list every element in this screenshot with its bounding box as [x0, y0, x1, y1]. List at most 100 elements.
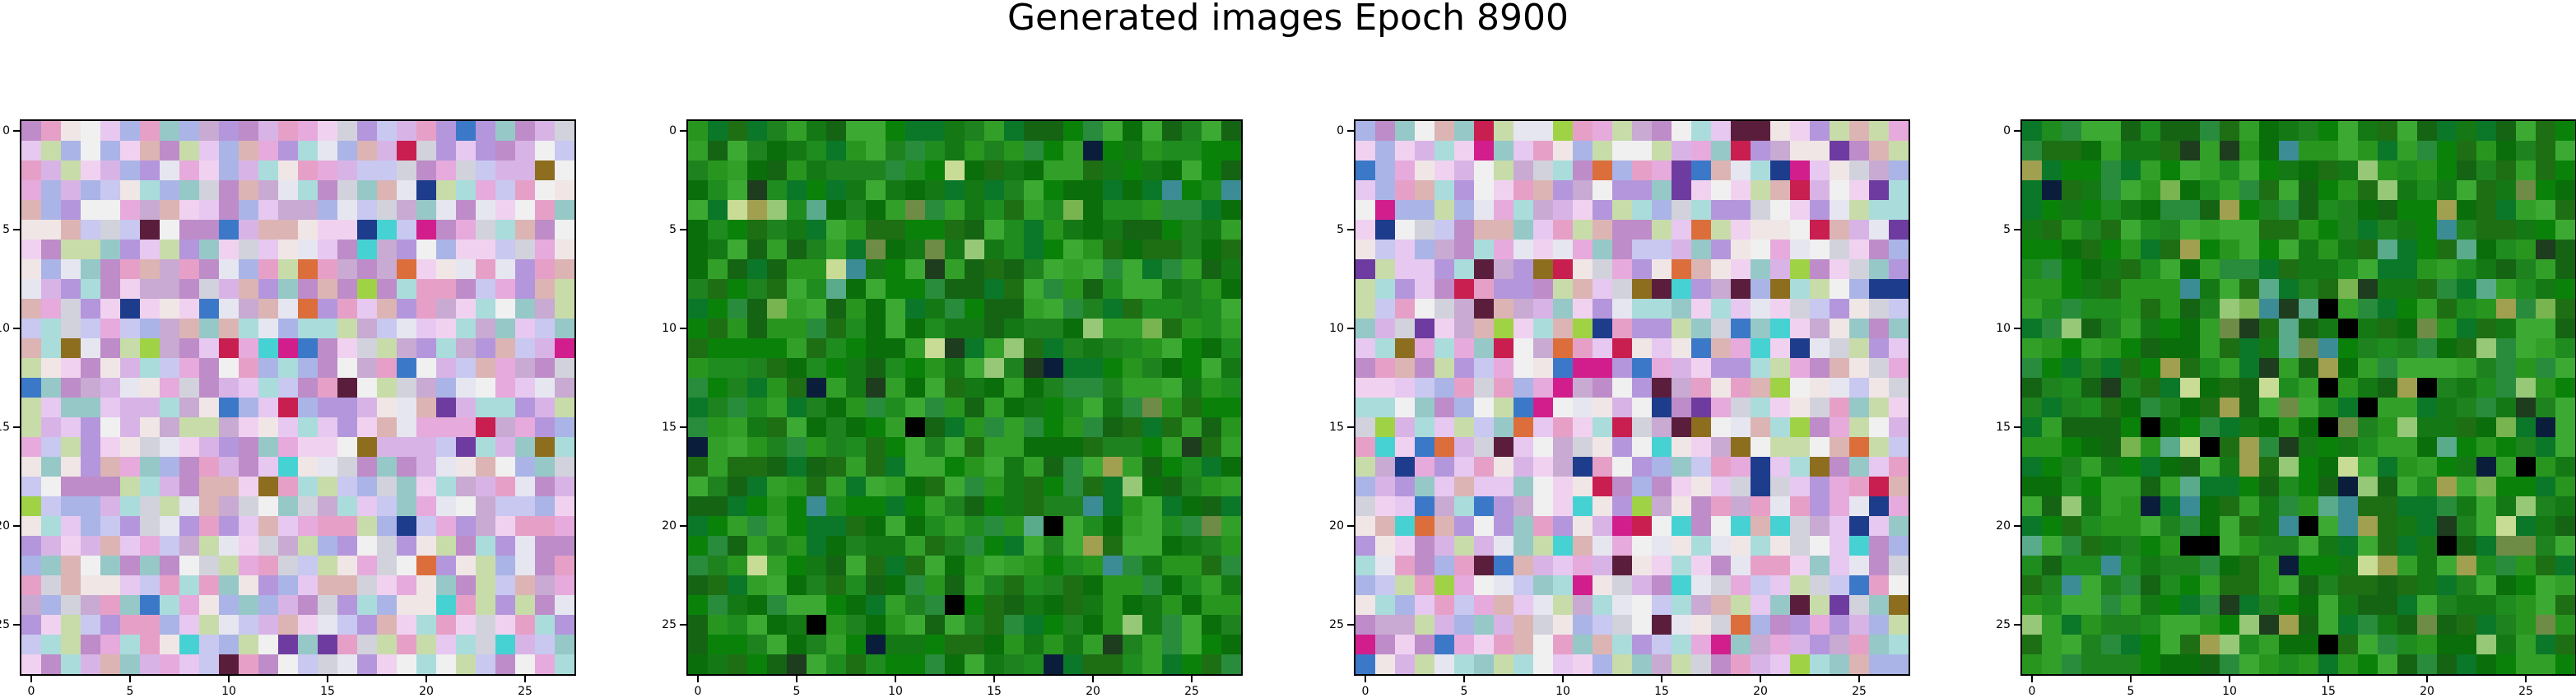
image-pixel [846, 299, 867, 319]
image-pixel [2101, 180, 2122, 201]
image-pixel [1024, 556, 1044, 576]
image-pixel [905, 161, 926, 181]
image-pixel [160, 240, 180, 260]
image-pixel [2081, 141, 2102, 161]
image-pixel [1162, 575, 1183, 596]
image-pixel [1869, 398, 1890, 418]
image-pixel [1869, 457, 1890, 477]
image-pixel [2062, 457, 2082, 477]
image-pixel [2378, 654, 2398, 674]
image-pixel [535, 141, 556, 161]
image-pixel [747, 398, 768, 418]
image-pixel [2062, 299, 2082, 319]
image-pixel [1004, 161, 1025, 181]
image-pixel [767, 121, 788, 142]
image-pixel [1375, 654, 1396, 674]
image-pixel [2397, 536, 2418, 556]
image-pixel [728, 437, 748, 458]
image-pixel [1221, 635, 1241, 655]
image-pixel [219, 161, 239, 181]
image-pixel [1751, 496, 1771, 517]
image-pixel [377, 496, 398, 517]
image-pixel [866, 378, 886, 398]
image-pixel [2180, 516, 2201, 537]
image-pixel [787, 615, 807, 635]
image-pixel [1751, 417, 1771, 438]
image-pixel [866, 121, 886, 142]
image-pixel [688, 575, 709, 596]
image-pixel [787, 200, 807, 221]
image-pixel [2378, 556, 2398, 576]
image-pixel [1573, 654, 1593, 674]
image-pixel [905, 240, 926, 260]
x-tick-label: 25 [2518, 685, 2533, 698]
y-tick-label: 10 [1329, 322, 1344, 335]
image-pixel [160, 437, 180, 458]
image-pixel [120, 477, 141, 497]
image-pixel [1454, 141, 1475, 161]
image-pixel [2437, 556, 2457, 576]
image-pixel [2496, 615, 2517, 635]
image-pixel [1395, 358, 1416, 379]
image-pixel [846, 477, 867, 497]
image-pixel [1142, 398, 1163, 418]
image-pixel [747, 279, 768, 300]
image-pixel [81, 635, 101, 655]
image-pixel [456, 437, 477, 458]
image-pixel [1123, 654, 1143, 674]
image-pixel [2239, 141, 2260, 161]
image-pixel [2457, 279, 2477, 300]
image-pixel [199, 279, 220, 300]
image-pixel [120, 556, 141, 576]
image-pixel [2101, 220, 2122, 240]
image-pixel [1123, 338, 1143, 359]
image-pixel [219, 417, 239, 438]
image-pixel [728, 575, 748, 596]
image-pixel [416, 180, 437, 201]
image-pixel [1711, 378, 1732, 398]
image-pixel [120, 121, 141, 142]
image-pixel [1790, 417, 1811, 438]
image-pixel [1770, 417, 1791, 438]
image-pixel [2417, 358, 2438, 379]
image-pixel [2279, 259, 2299, 280]
image-pixel [1830, 378, 1850, 398]
image-pixel [1024, 279, 1044, 300]
image-pixel [1221, 378, 1241, 398]
image-pixel [1474, 556, 1495, 576]
image-pixel [1711, 259, 1732, 280]
image-pixel [1454, 615, 1475, 635]
image-pixel [708, 477, 728, 497]
image-pixel [2457, 358, 2477, 379]
image-pixel [984, 319, 1005, 339]
image-pixel [1553, 457, 1574, 477]
image-pixel [1612, 220, 1633, 240]
image-pixel [2496, 279, 2517, 300]
image-pixel [199, 200, 220, 221]
image-pixel [1790, 319, 1811, 339]
image-pixel [846, 417, 867, 438]
image-pixel [1612, 556, 1633, 576]
image-pixel [2042, 635, 2062, 655]
image-pixel [1830, 220, 1850, 240]
image-pixel [708, 595, 728, 616]
image-pixel [1454, 556, 1475, 576]
image-pixel [278, 575, 299, 596]
image-pixel [2338, 437, 2359, 458]
image-pixel [318, 141, 338, 161]
image-pixel [2259, 516, 2280, 537]
image-pixel [1494, 259, 1514, 280]
image-pixel [1063, 259, 1084, 280]
image-pixel [1182, 259, 1202, 280]
image-pixel [1202, 259, 1222, 280]
image-pixel [2101, 615, 2122, 635]
image-pixel [2378, 398, 2398, 418]
image-pixel [120, 378, 141, 398]
image-pixel [2496, 121, 2517, 142]
image-pixel [2417, 496, 2438, 517]
image-pixel [1024, 338, 1044, 359]
image-pixel [2239, 615, 2260, 635]
image-pixel [1123, 417, 1143, 438]
image-pixel [1770, 477, 1791, 497]
image-pixel [199, 536, 220, 556]
